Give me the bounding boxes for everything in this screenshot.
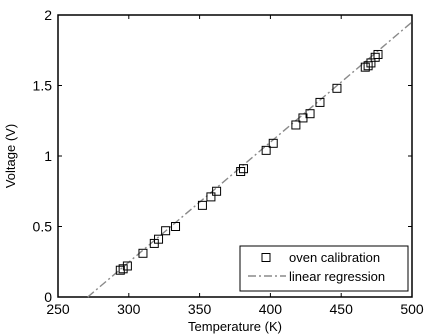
data-point: [238, 164, 248, 174]
legend-label-oven-calibration: oven calibration: [289, 250, 380, 265]
data-point: [161, 226, 171, 236]
x-tick-label-250: 250: [46, 301, 70, 317]
data-point: [363, 61, 373, 71]
x-tick-label-500: 500: [400, 301, 424, 317]
x-tick-label-450: 450: [330, 301, 354, 317]
data-point: [261, 145, 271, 155]
data-point: [268, 138, 278, 148]
x-tick-label-350: 350: [188, 301, 212, 317]
x-tick-label-300: 300: [117, 301, 141, 317]
y-tick-label-1.5: 1.5: [33, 78, 53, 94]
data-point: [122, 261, 132, 271]
data-point: [305, 109, 315, 119]
y-tick-label-1: 1: [44, 148, 52, 164]
y-axis-label: Voltage (V): [3, 124, 18, 188]
data-point: [154, 234, 164, 244]
data-point: [138, 248, 148, 258]
data-point: [332, 83, 342, 93]
y-tick-label-0: 0: [44, 289, 52, 305]
data-point: [206, 192, 216, 202]
regression-line: [87, 21, 413, 298]
data-point: [171, 222, 181, 231]
x-axis-label: Temperature (K): [188, 319, 282, 334]
data-point: [373, 49, 383, 59]
data-point: [212, 186, 222, 196]
data-point: [370, 52, 380, 62]
legend: oven calibration linear regression: [239, 245, 409, 292]
data-point: [291, 120, 301, 130]
legend-marker-square: [261, 253, 271, 262]
x-tick-label-400: 400: [259, 301, 283, 317]
y-tick-label-0.5: 0.5: [33, 219, 53, 235]
legend-label-linear-regression: linear regression: [289, 269, 385, 284]
data-point: [236, 167, 246, 177]
data-point: [315, 97, 325, 107]
y-tick-label-2: 2: [44, 7, 52, 23]
data-point: [197, 200, 207, 210]
